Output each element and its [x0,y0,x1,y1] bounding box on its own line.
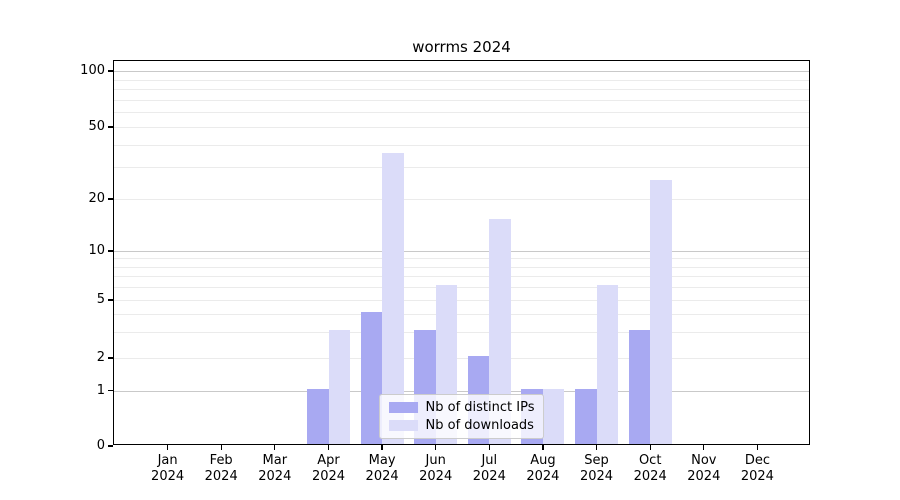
y-tick-50 [107,126,113,128]
plot-area: Nb of distinct IPs Nb of downloads 0 1 2 5 1… [80,60,810,484]
gridline-minor-30 [114,167,809,169]
bar-downloads-apr [328,330,350,444]
legend-item-downloads: Nb of downloads [388,418,535,433]
x-tick-label-nov: Nov 2024 [687,453,721,484]
y-tick-100 [107,70,113,72]
gridline-minor-9 [114,258,809,260]
gridline-minor-60 [114,112,809,114]
x-tick-label-jul: Jul 2024 [472,453,506,484]
gridline-minor-6 [114,287,809,289]
y-tick-label-10: 10 [88,243,105,258]
x-tick-oct [649,445,651,451]
gridline-minor-20 [114,199,809,200]
legend-label-downloads: Nb of downloads [425,418,534,433]
y-tick-label-2: 2 [96,350,105,365]
bar-downloads-jul [489,218,511,444]
x-tick-label-aug: Aug 2024 [526,453,560,484]
x-tick-sep [595,445,598,451]
bar-downloads-oct [650,179,672,444]
gridline-major-100 [114,71,809,72]
x-tick-label-mar: Mar 2024 [258,453,292,484]
gridline-major-10 [114,251,809,252]
bar-downloads-sep [596,285,618,444]
legend-item-distinct-ips: Nb of distinct IPs [388,400,535,415]
bar-downloads-aug [542,388,565,444]
gridline-minor-8 [114,266,809,268]
legend-label-distinct-ips: Nb of distinct IPs [425,400,535,415]
x-tick-nov [703,445,705,451]
x-tick-label-jan: Jan 2024 [151,453,185,484]
y-tick-20 [107,198,113,200]
y-tick-label-5: 5 [96,292,105,307]
bar-ips-may [360,312,383,444]
gridline-minor-2 [114,358,809,359]
y-tick-0 [107,445,113,447]
bar-ips-apr [307,388,329,444]
legend: Nb of distinct IPs Nb of downloads [378,394,545,439]
y-tick-10 [107,250,113,252]
gridline-minor-70 [114,99,809,101]
x-tick-jul [488,445,490,451]
gridline-major-1 [114,390,809,392]
x-tick-label-dec: Dec 2024 [740,453,774,484]
x-tick-apr [327,445,330,451]
gridline-minor-90 [114,79,809,81]
x-tick-jun [435,445,437,451]
x-tick-mar [274,445,276,451]
x-tick-label-jun: Jun 2024 [419,453,453,484]
x-tick-may [381,445,383,451]
bar-ips-sep [575,388,597,444]
x-tick-label-may: May 2024 [365,453,399,484]
y-tick-label-1: 1 [96,382,105,398]
gridline-minor-50 [114,127,809,128]
y-tick-label-50: 50 [88,119,105,134]
legend-swatch-distinct-ips [388,402,418,413]
x-tick-label-oct: Oct 2024 [633,453,667,484]
x-tick-label-sep: Sep 2024 [579,453,614,484]
x-tick-feb [220,445,222,451]
y-tick-1 [107,389,113,392]
x-tick-aug [542,445,544,451]
y-tick-label-100: 100 [80,63,105,78]
y-tick-label-0: 0 [96,438,105,453]
gridline-minor-80 [114,89,809,90]
gridline-minor-5 [114,300,809,301]
legend-swatch-downloads [388,420,418,431]
bar-ips-oct [628,330,651,444]
y-tick-label-20: 20 [88,191,105,206]
chart-title: worrms 2024 [412,38,511,56]
y-tick-5 [107,299,113,301]
gridline-minor-4 [114,314,809,316]
x-tick-jan [167,445,169,451]
gridline-minor-7 [114,276,809,278]
bar-downloads-may [382,153,404,444]
x-tick-dec [756,445,758,451]
gridline-minor-40 [114,144,809,146]
y-tick-2 [107,357,113,359]
x-tick-label-apr: Apr 2024 [311,453,346,484]
gridline-minor-3 [114,332,809,334]
x-tick-label-feb: Feb 2024 [204,453,238,484]
